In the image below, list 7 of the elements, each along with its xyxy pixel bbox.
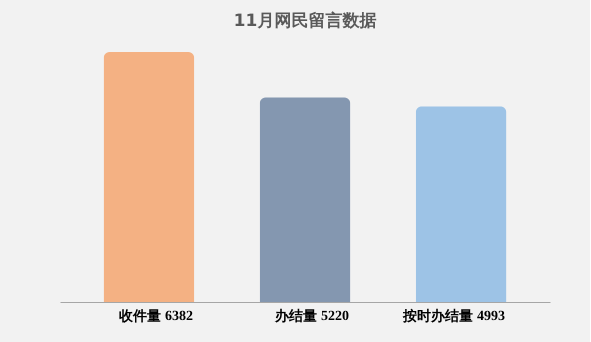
data-label: 5220 <box>321 309 349 324</box>
data-label: 4993 <box>477 309 506 324</box>
x-tick-label: 办结量 <box>274 308 317 324</box>
x-tick-label: 按时办结量 <box>402 308 474 324</box>
data-label: 6382 <box>164 309 193 324</box>
chart-title: 11月网民留言数据 <box>234 11 376 31</box>
x-tick-label: 收件量 <box>118 308 161 324</box>
